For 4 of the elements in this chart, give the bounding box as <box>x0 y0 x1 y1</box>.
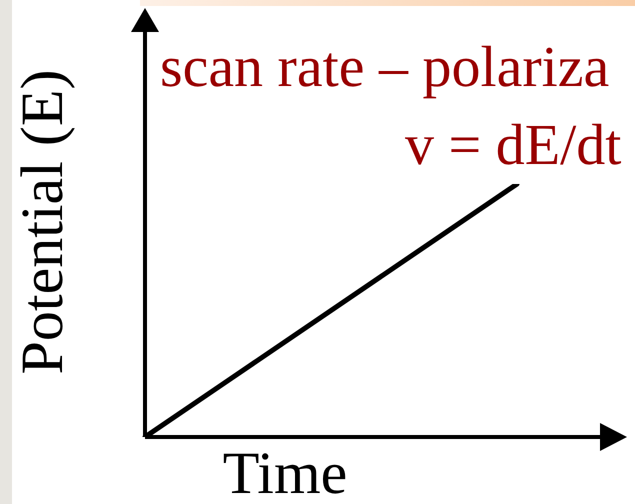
x-axis-title: Time <box>222 440 348 504</box>
text: v = dE/dt <box>405 112 622 177</box>
y-axis-title: Potential (E) <box>9 70 75 374</box>
text: scan rate – polariza <box>160 34 610 99</box>
